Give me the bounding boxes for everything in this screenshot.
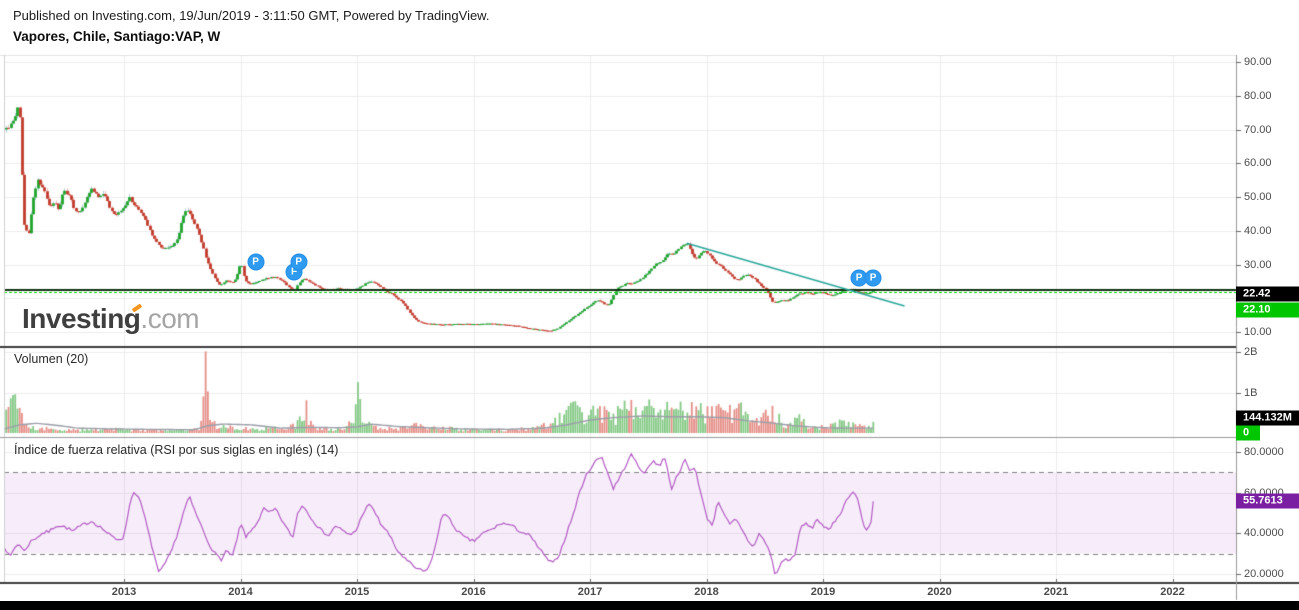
time-axis-label: 2015: [344, 586, 370, 598]
volume-indicator-label: Volumen (20): [14, 352, 89, 366]
rsi-axis-label: 20.0000: [1244, 567, 1284, 580]
price-axis-label: 10.00: [1244, 326, 1272, 338]
rsi-value-badge: 55.7613: [1236, 493, 1299, 509]
rsi-axis-label: 80.0000: [1244, 446, 1284, 458]
volume-zero-badge: 0: [1236, 425, 1260, 441]
time-axis-label: 2017: [577, 586, 603, 598]
time-axis-label: 2021: [1043, 586, 1069, 598]
price-axis-label: 30.00: [1244, 258, 1272, 271]
symbol-title: Vapores, Chile, Santiago:VAP, W: [13, 29, 221, 44]
investing-watermark: Investing.com: [22, 303, 200, 335]
time-axis-label: 2016: [461, 586, 486, 598]
event-marker-p[interactable]: P: [290, 253, 308, 271]
time-axis-label: 2014: [228, 586, 253, 598]
bottom-bar: [0, 601, 1299, 610]
event-marker-p[interactable]: P: [864, 269, 882, 287]
time-axis-label: 2013: [111, 586, 137, 598]
rsi-axis-label: 40.0000: [1244, 527, 1284, 540]
time-axis-label: 2019: [810, 586, 836, 598]
time-axis-label: 2022: [1160, 586, 1185, 598]
price-axis-label: 70.00: [1244, 123, 1272, 136]
volume-axis-label: 1B: [1244, 386, 1258, 399]
price-axis-label: 40.00: [1244, 224, 1272, 237]
volume-value-badge: 144.132M: [1236, 410, 1299, 426]
investing-brand-text: Investing: [22, 303, 141, 334]
price-axis-label: 90.00: [1244, 56, 1272, 68]
price-axis-label: 80.00: [1244, 89, 1272, 102]
price-axis-label: 60.00: [1244, 157, 1272, 170]
last-price-badge: 22.10: [1236, 302, 1299, 318]
volume-axis-label: 2B: [1244, 346, 1258, 358]
price-line-badge: 22.42: [1236, 286, 1299, 302]
event-marker-p[interactable]: P: [247, 253, 265, 271]
published-info: Published on Investing.com, 19/Jun/2019 …: [13, 8, 490, 23]
investing-suffix-text: .com: [140, 303, 200, 334]
time-axis-label: 2018: [694, 586, 719, 598]
event-marker-p[interactable]: P: [850, 269, 868, 287]
rsi-indicator-label: Índice de fuerza relativa (RSI por sus s…: [14, 443, 339, 457]
time-axis-label: 2020: [927, 586, 952, 598]
price-axis-label: 50.00: [1244, 191, 1272, 203]
